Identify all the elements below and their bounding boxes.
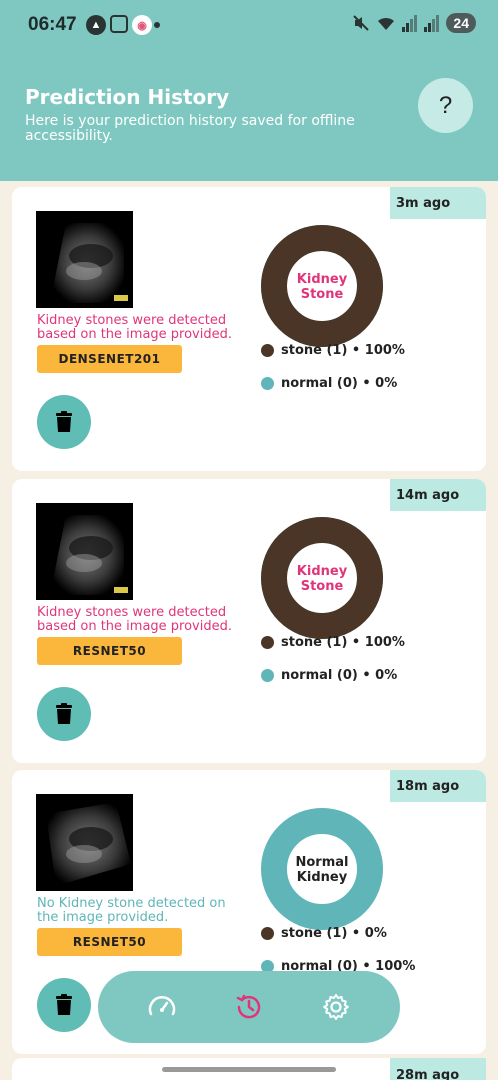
page-title: Prediction History — [25, 85, 230, 109]
history-card[interactable]: 3m ago Kidney stones were detected based… — [12, 187, 486, 471]
donut-stone-segment — [261, 517, 383, 639]
help-button[interactable]: ? — [418, 78, 473, 133]
delete-button[interactable] — [37, 687, 91, 741]
legend-normal-dot — [261, 377, 274, 390]
wifi-icon — [378, 17, 395, 30]
legend-normal-dot — [261, 960, 274, 973]
battery-indicator: 24 — [446, 13, 476, 33]
legend-normal: normal (0) • 0% — [261, 376, 397, 391]
ultrasound-image — [36, 794, 133, 891]
settings-icon[interactable] — [316, 987, 356, 1027]
status-icons: ▲ ◉ — [86, 15, 152, 35]
signal-icon-2 — [424, 14, 440, 32]
donut-center-label-1: Normal — [296, 855, 349, 870]
donut-normal-segment — [261, 808, 383, 930]
app-icon: ◉ — [132, 15, 152, 35]
time-ago-badge: 14m ago — [390, 479, 486, 511]
trash-icon — [56, 411, 72, 432]
legend-stone: stone (1) • 100% — [261, 343, 405, 358]
trash-icon — [56, 703, 72, 724]
trash-icon — [56, 994, 72, 1015]
prediction-result-text: Kidney stones were detected based on the… — [37, 605, 232, 634]
home-indicator[interactable] — [162, 1067, 336, 1072]
donut-center-label-1: Kidney — [297, 272, 348, 287]
speedometer-icon[interactable] — [142, 987, 182, 1027]
model-name-badge[interactable]: RESNET50 — [37, 928, 182, 956]
legend-stone-dot — [261, 927, 274, 940]
a-icon: ▲ — [86, 15, 106, 35]
legend-normal-label: normal (0) • 0% — [281, 668, 398, 683]
bottom-nav — [98, 971, 400, 1043]
legend-stone-label: stone (1) • 0% — [281, 926, 387, 941]
legend-normal: normal (0) • 0% — [261, 668, 397, 683]
legend-stone-dot — [261, 344, 274, 357]
app-header: 06:47 ▲ ◉ 24 Prediction Hi — [0, 0, 498, 181]
mute-icon — [353, 15, 370, 31]
status-bar: 06:47 ▲ ◉ 24 — [0, 0, 498, 52]
model-name-badge[interactable]: DENSENET201 — [37, 345, 182, 373]
donut-center-label-1: Kidney — [297, 564, 348, 579]
delete-button[interactable] — [37, 978, 91, 1032]
model-name-badge[interactable]: RESNET50 — [37, 637, 182, 665]
legend-stone-label: stone (1) • 100% — [281, 635, 405, 650]
donut-center-label-2: Kidney — [297, 870, 348, 885]
ultrasound-image — [36, 211, 133, 308]
history-icon[interactable] — [229, 987, 269, 1027]
donut-stone-segment — [261, 225, 383, 347]
notification-dot-icon — [154, 22, 160, 28]
legend-stone-dot — [261, 636, 274, 649]
time-ago-badge: 28m ago — [390, 1058, 486, 1080]
page-subtitle: Here is your prediction history saved fo… — [25, 113, 355, 144]
time-ago-badge: 3m ago — [390, 187, 486, 219]
legend-normal-label: normal (0) • 0% — [281, 376, 398, 391]
delete-button[interactable] — [37, 395, 91, 449]
donut-center-label-2: Stone — [301, 287, 344, 302]
donut-center-label-2: Stone — [301, 579, 344, 594]
history-card[interactable]: 14m ago Kidney stones were detected base… — [12, 479, 486, 763]
history-card[interactable]: 18m ago No Kidney stone detected on the … — [12, 770, 486, 1054]
legend-stone: stone (1) • 0% — [261, 926, 387, 941]
legend-normal-label: normal (0) • 100% — [281, 959, 416, 974]
time-ago-badge: 18m ago — [390, 770, 486, 802]
ultrasound-image — [36, 503, 133, 600]
scan-icon — [110, 15, 128, 33]
status-indicators: 24 — [352, 13, 476, 33]
prediction-result-text: Kidney stones were detected based on the… — [37, 313, 232, 342]
status-time: 06:47 — [28, 14, 77, 35]
legend-normal-dot — [261, 669, 274, 682]
signal-icon — [402, 14, 418, 32]
legend-normal: normal (0) • 100% — [261, 959, 415, 974]
legend-stone: stone (1) • 100% — [261, 635, 405, 650]
prediction-result-text: No Kidney stone detected on the image pr… — [37, 896, 226, 925]
legend-stone-label: stone (1) • 100% — [281, 343, 405, 358]
